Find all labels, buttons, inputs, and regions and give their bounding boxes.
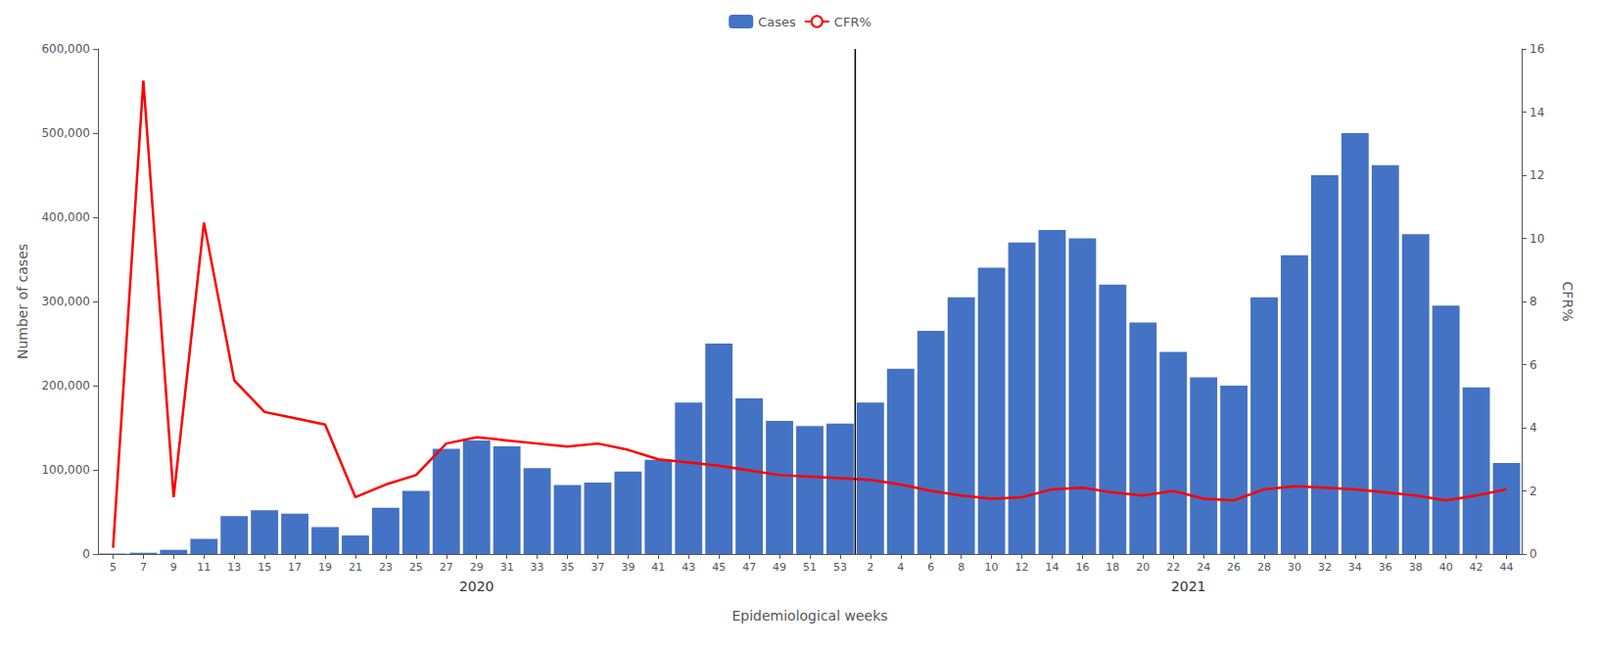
svg-text:43: 43 — [681, 561, 696, 574]
svg-text:6: 6 — [1529, 358, 1538, 373]
svg-text:2021: 2021 — [1171, 578, 1207, 595]
svg-text:400,000: 400,000 — [41, 210, 91, 225]
svg-text:30: 30 — [1287, 561, 1302, 574]
svg-text:5: 5 — [109, 561, 117, 574]
svg-text:42: 42 — [1469, 561, 1484, 574]
svg-text:22: 22 — [1166, 561, 1180, 574]
svg-text:0: 0 — [1529, 547, 1538, 562]
svg-text:11: 11 — [196, 561, 211, 574]
svg-text:39: 39 — [620, 561, 635, 574]
svg-text:26: 26 — [1226, 561, 1241, 574]
svg-text:47: 47 — [742, 561, 756, 574]
svg-text:300,000: 300,000 — [41, 294, 91, 309]
svg-text:19: 19 — [318, 561, 332, 574]
svg-text:8: 8 — [957, 561, 965, 574]
svg-text:Cases: Cases — [757, 14, 797, 30]
svg-text:33: 33 — [530, 561, 545, 574]
svg-text:24: 24 — [1196, 561, 1211, 574]
svg-text:2020: 2020 — [459, 578, 495, 595]
svg-text:CFR%: CFR% — [834, 14, 872, 30]
svg-text:4: 4 — [1529, 421, 1538, 435]
svg-text:29: 29 — [470, 561, 484, 574]
svg-text:51: 51 — [802, 561, 817, 574]
svg-text:44: 44 — [1500, 561, 1514, 574]
svg-text:45: 45 — [711, 561, 726, 574]
svg-text:Number of cases: Number of cases — [14, 243, 31, 360]
svg-text:32: 32 — [1317, 561, 1332, 574]
svg-text:38: 38 — [1409, 561, 1423, 574]
svg-text:9: 9 — [170, 561, 178, 574]
svg-text:12: 12 — [1529, 168, 1545, 183]
svg-text:10: 10 — [985, 561, 999, 574]
svg-text:36: 36 — [1378, 561, 1393, 574]
svg-text:2: 2 — [1529, 484, 1538, 499]
svg-text:100,000: 100,000 — [41, 463, 91, 477]
svg-text:6: 6 — [927, 561, 935, 574]
svg-text:35: 35 — [561, 561, 575, 574]
svg-text:53: 53 — [833, 561, 848, 574]
svg-text:8: 8 — [1529, 294, 1538, 309]
svg-text:10: 10 — [1529, 232, 1545, 246]
svg-text:17: 17 — [287, 561, 302, 574]
svg-text:16: 16 — [1529, 42, 1545, 56]
svg-text:13: 13 — [227, 561, 241, 574]
svg-text:4: 4 — [896, 561, 904, 574]
svg-text:600,000: 600,000 — [41, 42, 91, 56]
svg-text:0: 0 — [82, 547, 91, 562]
svg-text:200,000: 200,000 — [41, 378, 91, 393]
svg-text:2: 2 — [866, 561, 874, 574]
svg-text:CFR%: CFR% — [1559, 282, 1576, 323]
svg-text:12: 12 — [1015, 561, 1030, 574]
svg-text:28: 28 — [1257, 561, 1271, 574]
svg-text:14: 14 — [1044, 561, 1059, 574]
svg-text:41: 41 — [651, 561, 665, 574]
svg-text:20: 20 — [1135, 561, 1150, 574]
svg-text:7: 7 — [140, 561, 147, 574]
svg-text:500,000: 500,000 — [41, 126, 91, 141]
svg-text:31: 31 — [500, 561, 515, 574]
svg-text:23: 23 — [378, 561, 393, 574]
svg-text:37: 37 — [590, 561, 605, 574]
svg-text:15: 15 — [257, 561, 272, 574]
svg-text:40: 40 — [1439, 561, 1454, 574]
svg-text:14: 14 — [1529, 105, 1545, 120]
svg-text:25: 25 — [409, 561, 424, 574]
svg-text:34: 34 — [1348, 561, 1363, 574]
svg-text:18: 18 — [1105, 561, 1120, 574]
svg-text:21: 21 — [348, 561, 363, 574]
svg-text:Epidemiological weeks: Epidemiological weeks — [731, 608, 888, 624]
svg-text:16: 16 — [1075, 561, 1089, 574]
svg-text:49: 49 — [772, 561, 787, 574]
svg-text:27: 27 — [439, 561, 454, 574]
